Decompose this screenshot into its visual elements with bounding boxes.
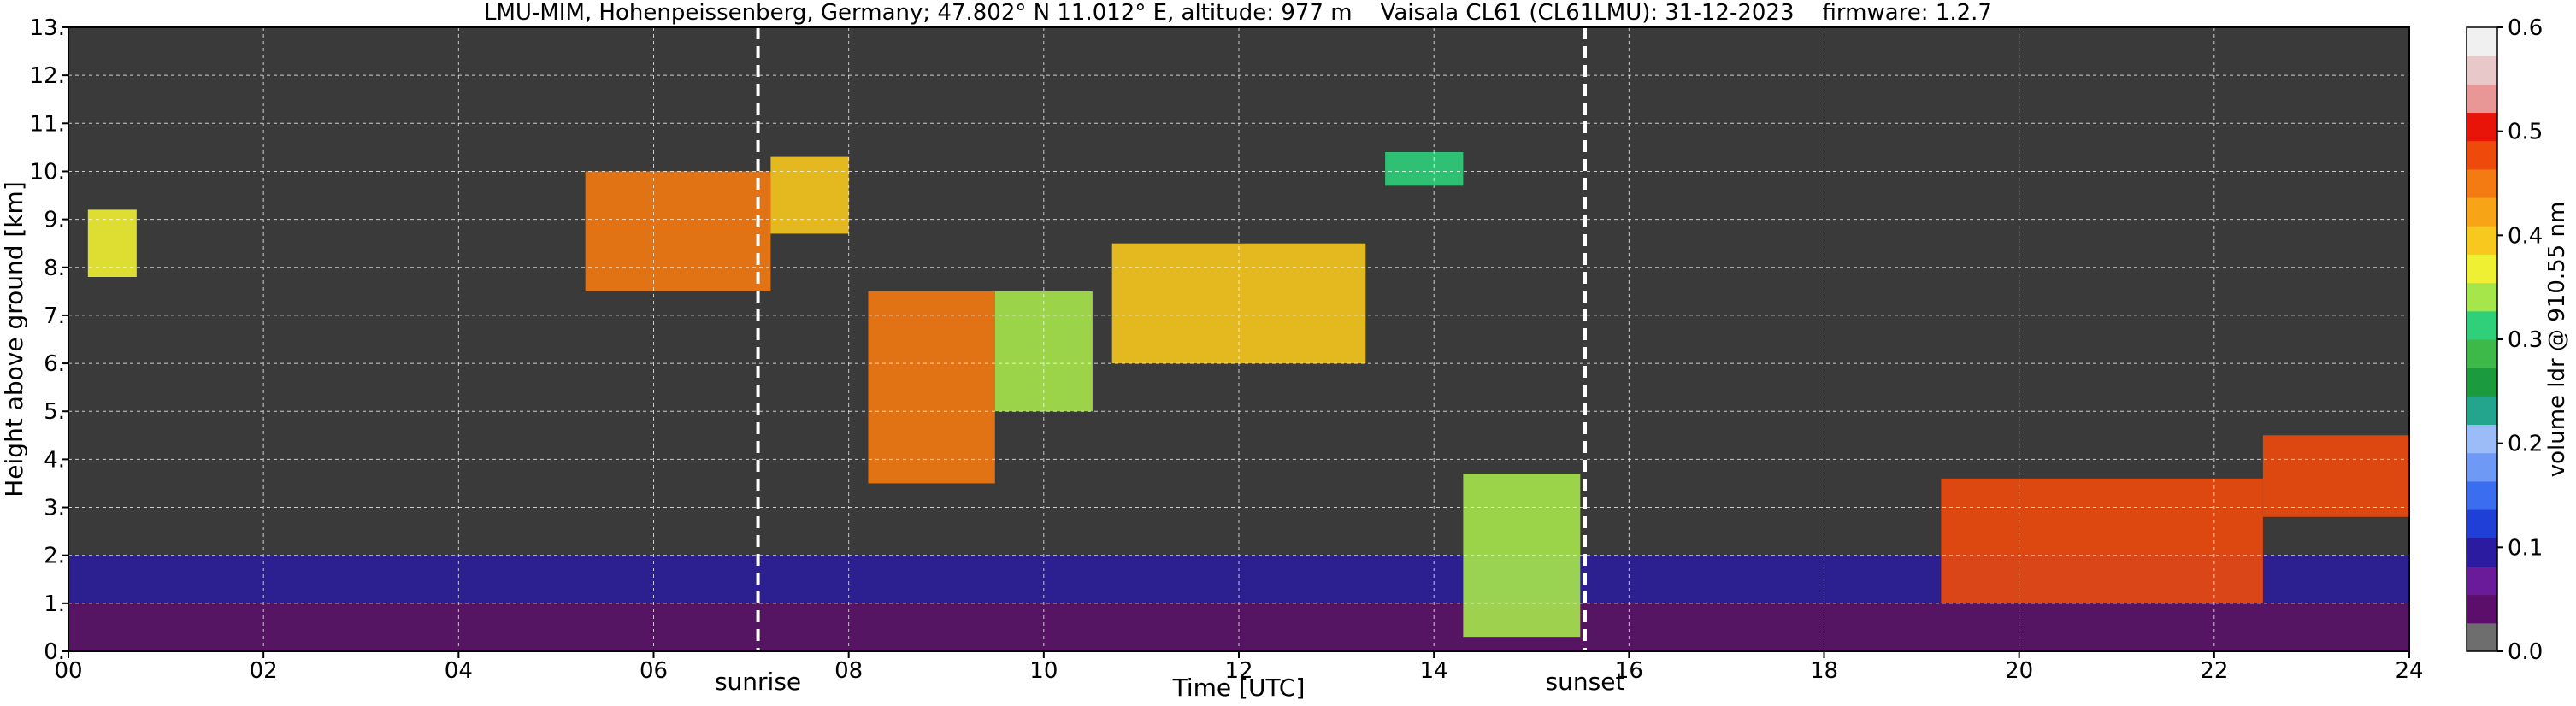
colorbar-segment <box>2467 538 2497 567</box>
x-tick-label: 04 <box>445 658 473 684</box>
y-tick-label: 7. <box>44 303 65 329</box>
sun-markers: sunrise sunset <box>715 27 1624 696</box>
colorbar-segment <box>2467 197 2497 227</box>
colorbar-segment <box>2467 368 2497 397</box>
colorbar-tick-label: 0.2 <box>2508 432 2543 457</box>
colorbar-segment <box>2467 424 2497 454</box>
colorbar-tick-label: 0.5 <box>2508 120 2543 145</box>
x-tick-label: 12 <box>1224 658 1253 684</box>
x-tick-label: 06 <box>640 658 668 684</box>
ldr-region <box>770 156 849 234</box>
ldr-region <box>585 171 771 291</box>
x-tick-label: 00 <box>54 658 82 684</box>
ldr-region <box>868 291 995 484</box>
ldr-region <box>2262 435 2409 517</box>
colorbar-segment <box>2467 452 2497 482</box>
colorbar-segment <box>2467 254 2497 284</box>
y-axis-ticks: 0. 1. 2. 3. 4. 5. 6. 7. 8. 9. 10. 11. 12. 13. <box>30 15 68 665</box>
x-axis-label: Time [UTC] <box>1172 674 1306 702</box>
x-tick-label: 24 <box>2395 658 2423 684</box>
colorbar-ticks: 0.0 0.1 0.2 0.3 0.4 0.5 0.6 <box>2497 15 2543 665</box>
ldr-region <box>1385 152 1464 186</box>
x-tick-label: 02 <box>250 658 278 684</box>
colorbar-segment <box>2467 396 2497 426</box>
colorbar-segment <box>2467 168 2497 198</box>
y-tick-label: 6. <box>44 351 65 377</box>
y-tick-label: 3. <box>44 496 65 521</box>
colorbar-segment <box>2467 27 2497 56</box>
colorbar-segment <box>2467 56 2497 85</box>
x-tick-label: 22 <box>2200 658 2228 684</box>
x-tick-label: 08 <box>834 658 863 684</box>
x-tick-label: 10 <box>1029 658 1058 684</box>
colorbar-segment <box>2467 310 2497 340</box>
x-tick-label: 14 <box>1420 658 1448 684</box>
y-tick-label: 13. <box>30 15 65 41</box>
y-tick-label: 5. <box>44 399 65 425</box>
colorbar-tick-label: 0.0 <box>2508 639 2543 665</box>
ldr-region <box>1941 478 2263 603</box>
x-axis-ticks: 00 02 04 06 08 10 12 14 16 18 20 22 24 <box>54 651 2424 684</box>
colorbar-segment <box>2467 282 2497 312</box>
y-tick-label: 2. <box>44 544 65 569</box>
colorbar-segment <box>2467 566 2497 596</box>
y-tick-label: 9. <box>44 208 65 233</box>
y-axis-label: Height above ground [km] <box>0 181 28 497</box>
y-tick-label: 1. <box>44 591 65 617</box>
colorbar-segment <box>2467 622 2497 652</box>
x-tick-label: 16 <box>1615 658 1643 684</box>
colorbar-tick-label: 0.3 <box>2508 327 2543 353</box>
chart-title: LMU-MIM, Hohenpeissenberg, Germany; 47.8… <box>484 0 1992 26</box>
x-tick-label: 20 <box>2005 658 2033 684</box>
y-tick-label: 10. <box>30 159 65 185</box>
colorbar-tick-label: 0.1 <box>2508 535 2543 561</box>
colorbar-segment <box>2467 112 2497 142</box>
colorbar-tick-label: 0.4 <box>2508 223 2543 249</box>
x-tick-label: 18 <box>1810 658 1838 684</box>
colorbar-segment <box>2467 594 2497 624</box>
y-tick-label: 0. <box>44 639 65 665</box>
colorbar-segment <box>2467 509 2497 538</box>
colorbar-segment <box>2467 140 2497 170</box>
colorbar-tick-label: 0.6 <box>2508 15 2543 41</box>
colorbar-segment <box>2467 84 2497 114</box>
y-tick-label: 4. <box>44 447 65 473</box>
colorbar-segment <box>2467 226 2497 255</box>
ldr-region <box>87 209 137 277</box>
sun-marker-label: sunset <box>1546 668 1625 696</box>
sun-marker-label: sunrise <box>715 668 801 696</box>
y-tick-label: 12. <box>30 63 65 89</box>
colorbar <box>2467 27 2497 652</box>
colorbar-segment <box>2467 480 2497 510</box>
y-tick-label: 8. <box>44 256 65 281</box>
y-tick-label: 11. <box>30 111 65 137</box>
colorbar-label: volume ldr @ 910.55 nm <box>2544 202 2570 478</box>
colorbar-segment <box>2467 339 2497 368</box>
